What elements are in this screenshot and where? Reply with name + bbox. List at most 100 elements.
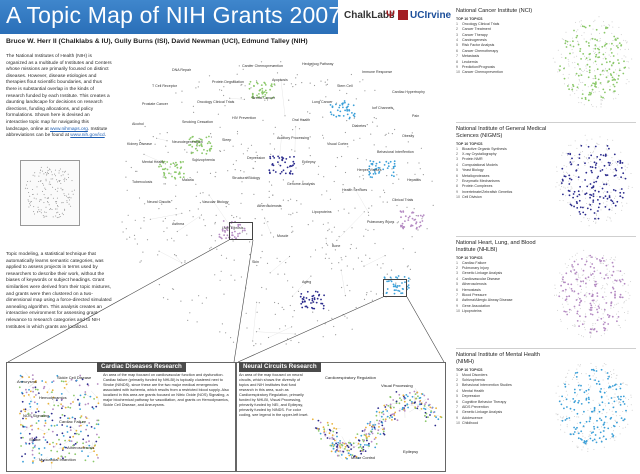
map-topic-label[interactable]: Neural Circuits bbox=[147, 200, 171, 204]
institute-topic-item: 2 Pulmonary Injury bbox=[456, 266, 638, 271]
map-topic-label[interactable]: Ion Channels bbox=[372, 106, 394, 110]
topic-rank: 4 bbox=[456, 276, 458, 281]
map-cluster-node bbox=[285, 158, 288, 160]
institute-map-node bbox=[627, 423, 629, 425]
map-topic-label[interactable]: Kidney Disease bbox=[127, 142, 152, 146]
cardiac-node bbox=[86, 447, 89, 449]
map-topic-label[interactable]: Immune Response bbox=[362, 70, 393, 74]
map-node bbox=[325, 96, 327, 98]
map-topic-label[interactable]: T Cell Receptor bbox=[152, 84, 177, 88]
nih-icd-link[interactable]: www.nih.gov/icd bbox=[70, 133, 105, 139]
institute-highlight-node bbox=[588, 24, 591, 27]
map-topic-label[interactable]: Depression bbox=[247, 156, 266, 160]
map-node bbox=[354, 207, 356, 209]
map-topic-label[interactable]: Aging bbox=[302, 280, 312, 284]
map-topic-label[interactable]: Structural Biology bbox=[232, 176, 261, 180]
map-topic-label[interactable]: Lung Cancer bbox=[312, 100, 333, 104]
map-topic-label[interactable]: Herpes Viruses bbox=[357, 168, 382, 172]
map-node bbox=[292, 230, 294, 232]
neural-inset[interactable]: Neural Circuits Research An area of the … bbox=[236, 362, 446, 472]
cardiac-node bbox=[27, 412, 30, 415]
map-topic-label[interactable]: Oncology Clinical Trials bbox=[197, 100, 235, 104]
map-node bbox=[268, 196, 270, 198]
map-topic-label[interactable]: Pulmonary Injury bbox=[367, 220, 394, 224]
map-topic-label[interactable]: Skin bbox=[252, 260, 259, 264]
map-topic-label[interactable]: HIV Prevention bbox=[232, 116, 257, 120]
topic-map[interactable]: DNA Repair Cancer Chemoprevention Hedgehog… bbox=[112, 50, 442, 354]
map-cluster-node bbox=[347, 103, 350, 106]
map-topic-label[interactable]: Genome Analysis bbox=[287, 182, 315, 186]
map-node bbox=[373, 144, 375, 146]
map-topic-label[interactable]: Hepatitis bbox=[407, 178, 421, 182]
map-topic-label[interactable]: Breast Cancer bbox=[252, 96, 275, 100]
institute-highlight-node bbox=[578, 400, 580, 402]
map-node bbox=[371, 189, 373, 191]
map-topic-label[interactable]: Neurodegeneration bbox=[172, 140, 203, 144]
map-topic-label[interactable]: Health Services bbox=[342, 188, 368, 192]
map-topic-label[interactable]: Visual Cortex bbox=[327, 142, 349, 146]
map-node bbox=[336, 157, 338, 159]
neural-edge bbox=[411, 403, 420, 405]
cardiac-node bbox=[32, 462, 34, 464]
map-topic-label[interactable]: Epilepsy bbox=[302, 160, 316, 164]
neural-node bbox=[378, 422, 380, 425]
map-topic-label[interactable]: Hedgehog Pathway bbox=[302, 62, 334, 66]
cardiac-node bbox=[78, 433, 80, 436]
map-topic-label[interactable]: Behavioral Intervention bbox=[377, 150, 414, 154]
map-topic-label[interactable]: Prostate Cancer bbox=[142, 102, 168, 106]
map-topic-label[interactable]: Diabetes bbox=[352, 124, 367, 128]
map-topic-label[interactable]: Clinical Trials bbox=[392, 198, 414, 202]
map-topic-label[interactable]: Stem Cell bbox=[337, 84, 353, 88]
map-topic-label[interactable]: Apoptosis bbox=[272, 78, 288, 82]
map-topic-label[interactable]: Obesity bbox=[402, 134, 415, 138]
map-topic-label[interactable]: Cancer Chemoprevention bbox=[242, 64, 283, 68]
map-cluster-node bbox=[407, 277, 410, 280]
map-topic-label[interactable]: Cardiac Hypertrophy bbox=[392, 90, 425, 94]
institute-highlight-node bbox=[580, 58, 582, 60]
institute-highlight-node bbox=[589, 302, 592, 305]
cardiac-node bbox=[84, 391, 87, 393]
map-topic-label[interactable]: Malaria bbox=[182, 178, 194, 182]
map-node bbox=[126, 189, 128, 191]
map-topic-label[interactable]: Alcohol bbox=[132, 122, 144, 126]
map-topic-label[interactable]: Vascular Biology bbox=[202, 200, 229, 204]
map-node bbox=[125, 160, 127, 162]
institute-topic-item: 9 Gene Association bbox=[456, 304, 638, 309]
cardiac-node bbox=[31, 428, 33, 431]
map-topic-label[interactable]: Pain bbox=[412, 114, 420, 118]
institute-highlight-node bbox=[599, 431, 602, 434]
map-topic-label[interactable]: Lipoproteins bbox=[312, 210, 332, 214]
neural-node bbox=[331, 442, 334, 444]
map-topic-label[interactable]: Schizophrenia bbox=[192, 158, 215, 162]
thumbnail-node bbox=[66, 200, 68, 202]
nihmaps-link[interactable]: www.nihmaps.org bbox=[50, 126, 88, 132]
map-topic-label[interactable]: Muscle bbox=[277, 234, 289, 238]
institute-highlight-node bbox=[616, 160, 619, 163]
map-topic-label[interactable]: Tuberculosis bbox=[132, 180, 153, 184]
institute-highlight-node bbox=[570, 270, 572, 273]
map-cluster-node bbox=[196, 139, 198, 142]
map-node bbox=[199, 202, 201, 204]
map-topic-label[interactable]: DNA Repair bbox=[172, 68, 191, 72]
map-topic-label[interactable]: Liver Fibrosis bbox=[222, 226, 244, 230]
map-topic-label[interactable]: Asthma bbox=[172, 222, 185, 226]
map-topic-label[interactable]: Sleep bbox=[222, 138, 232, 142]
institute-map-node bbox=[593, 373, 595, 375]
map-node bbox=[267, 221, 269, 223]
institute-highlight-node bbox=[584, 263, 587, 266]
cardiac-inset[interactable]: Cardiac Diseases Research Aneurysms Sickl… bbox=[6, 362, 236, 472]
map-node bbox=[295, 77, 297, 79]
map-topic-label[interactable]: Atherosclerosis bbox=[257, 204, 282, 208]
map-topic-label[interactable]: Bone bbox=[332, 244, 341, 248]
institute-map-node bbox=[584, 69, 585, 71]
map-topic-label[interactable]: Protein Degradation bbox=[212, 80, 244, 84]
map-topic-label[interactable]: Auditory Processing bbox=[277, 136, 309, 140]
institute-topic-item: 1 Cardiac Failure bbox=[456, 261, 638, 266]
map-topic-label[interactable]: Oral Health bbox=[292, 118, 311, 122]
institute-map-node bbox=[602, 313, 604, 315]
map-topic-label[interactable]: Smoking Cessation bbox=[182, 120, 213, 124]
map-topic-label[interactable]: Mental Health bbox=[142, 160, 165, 164]
thumbnail-node bbox=[70, 197, 72, 199]
map-node bbox=[171, 200, 173, 202]
institute-highlight-node bbox=[614, 290, 616, 293]
